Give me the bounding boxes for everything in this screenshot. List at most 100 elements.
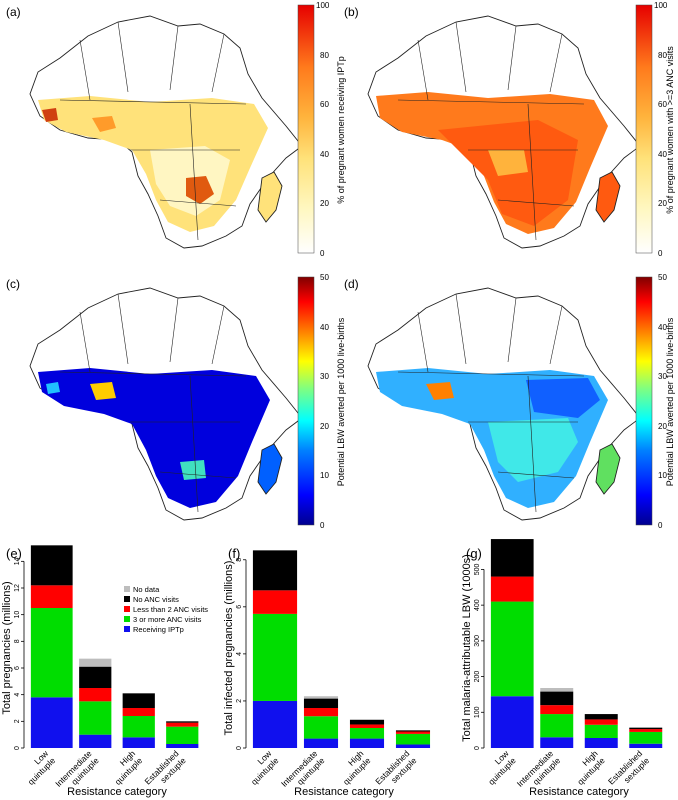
tick-3: 30 xyxy=(658,372,667,381)
tick-0: 0 xyxy=(320,521,325,530)
bar-segment xyxy=(490,539,534,577)
tick-5: 50 xyxy=(658,273,667,282)
y-axis-label: Total infected pregnancies (millions) xyxy=(223,561,235,736)
bar-segment xyxy=(79,658,112,667)
legend-swatch xyxy=(124,616,130,622)
bar-segment xyxy=(629,731,663,744)
x-axis-label: Resistance category xyxy=(529,786,629,798)
tick-4: 80 xyxy=(658,51,667,60)
tick-2: 40 xyxy=(320,150,329,159)
y-tick-label: 14 xyxy=(14,557,21,565)
tick-5: 100 xyxy=(654,1,668,10)
panel-label: (c) xyxy=(6,277,20,291)
y-tick-label: 100 xyxy=(474,706,481,718)
y-tick-label: 6 xyxy=(14,666,21,670)
tick-4: 80 xyxy=(320,51,329,60)
colorbar-ticks: 0 20 40 60 80 100 xyxy=(654,1,668,258)
bar-segment xyxy=(629,729,663,732)
bar-segment xyxy=(349,738,385,748)
bar-segment xyxy=(540,737,574,748)
panel-label: (f) xyxy=(228,546,240,561)
bar-segment xyxy=(30,545,73,586)
madagascar xyxy=(595,443,621,495)
bar-segment xyxy=(540,714,574,738)
madagascar xyxy=(257,171,283,223)
y-tick-label: 2 xyxy=(236,699,243,703)
bar-segment xyxy=(584,714,618,720)
legend-entry: Receiving IPTp xyxy=(133,625,184,634)
bar-segment xyxy=(303,698,339,708)
bar-segment xyxy=(252,590,298,614)
tick-3: 60 xyxy=(658,100,667,109)
coverage-fill-mid xyxy=(488,150,528,176)
tick-2: 40 xyxy=(658,150,667,159)
lbw-fill xyxy=(38,368,270,508)
country-borders xyxy=(59,293,247,513)
y-tick-label: 0 xyxy=(14,746,21,750)
bar-segment xyxy=(540,688,574,692)
panel-label: (d) xyxy=(344,277,359,291)
y-tick-label: 12 xyxy=(14,584,21,592)
y-tick-label: 500 xyxy=(474,563,481,575)
bar-segment xyxy=(303,738,339,748)
y-tick-label: 4 xyxy=(236,652,243,656)
y-axis-label: Total pregnancies (millions) xyxy=(1,581,13,714)
panel-label: (e) xyxy=(6,546,22,561)
bar-segment xyxy=(166,721,199,723)
bar-segment xyxy=(490,696,534,748)
category-label: Lowquintuple xyxy=(19,748,58,787)
bar-segment xyxy=(252,700,298,748)
tick-3: 60 xyxy=(320,100,329,109)
bar-segment xyxy=(584,738,618,748)
y-axis-label: Total malaria-attributable LBW (1000s) xyxy=(461,554,473,742)
madagascar xyxy=(595,171,621,223)
category-label: Lowquintuple xyxy=(479,748,518,787)
bar-segment xyxy=(166,744,199,748)
bar-segment xyxy=(490,576,534,602)
tick-0: 0 xyxy=(658,521,663,530)
tick-2: 20 xyxy=(658,422,667,431)
madagascar xyxy=(257,443,283,495)
colorbar-label: % of pregnant women receiving IPTp xyxy=(336,56,346,204)
category-label: Highquintuple xyxy=(334,748,373,787)
bar-segment xyxy=(79,701,112,735)
colorbar xyxy=(635,276,653,526)
y-tick-label: 0 xyxy=(474,746,481,750)
tick-4: 40 xyxy=(658,323,667,332)
colorbar-label: Potential LBW averted per 1000 live-birt… xyxy=(665,317,675,486)
bar-segment xyxy=(166,722,199,727)
bar-segment xyxy=(303,716,339,739)
country-borders xyxy=(397,21,585,241)
colorbar-ticks: 0 20 40 60 80 100 xyxy=(316,1,330,258)
y-tick-label: 4 xyxy=(14,693,21,697)
bar-segment xyxy=(79,734,112,748)
tick-4: 40 xyxy=(320,323,329,332)
colorbar-label: Potential LBW averted per 1000 live-birt… xyxy=(336,317,346,486)
x-axis-label: Resistance category xyxy=(294,786,394,798)
colorbar-ticks: 0 10 20 30 40 50 xyxy=(658,273,667,530)
bar-segment xyxy=(30,585,73,608)
map-panel-a: (a) 0 20 40 60 80 100 % of pregnant wome… xyxy=(6,1,346,258)
panel-label: (a) xyxy=(6,5,21,19)
bar-segment xyxy=(303,696,339,699)
bar-segment xyxy=(395,730,431,732)
lbw-fill-mid xyxy=(180,460,206,480)
bar-segment xyxy=(122,708,155,716)
colorbar xyxy=(297,4,315,254)
lbw-fill-mid2 xyxy=(46,382,60,394)
colorbar xyxy=(635,4,653,254)
tick-0: 0 xyxy=(658,249,663,258)
bar-segment xyxy=(252,550,298,591)
legend-swatch xyxy=(124,626,130,632)
lbw-fill-low xyxy=(526,378,600,418)
bar-segment xyxy=(540,691,574,706)
y-tick-label: 200 xyxy=(474,671,481,683)
bar-segment xyxy=(166,726,199,744)
category-label: Highquintuple xyxy=(106,748,145,787)
y-tick-label: 8 xyxy=(236,558,243,562)
tick-1: 10 xyxy=(320,471,329,480)
y-tick-label: 400 xyxy=(474,599,481,611)
bar-segment xyxy=(122,737,155,748)
